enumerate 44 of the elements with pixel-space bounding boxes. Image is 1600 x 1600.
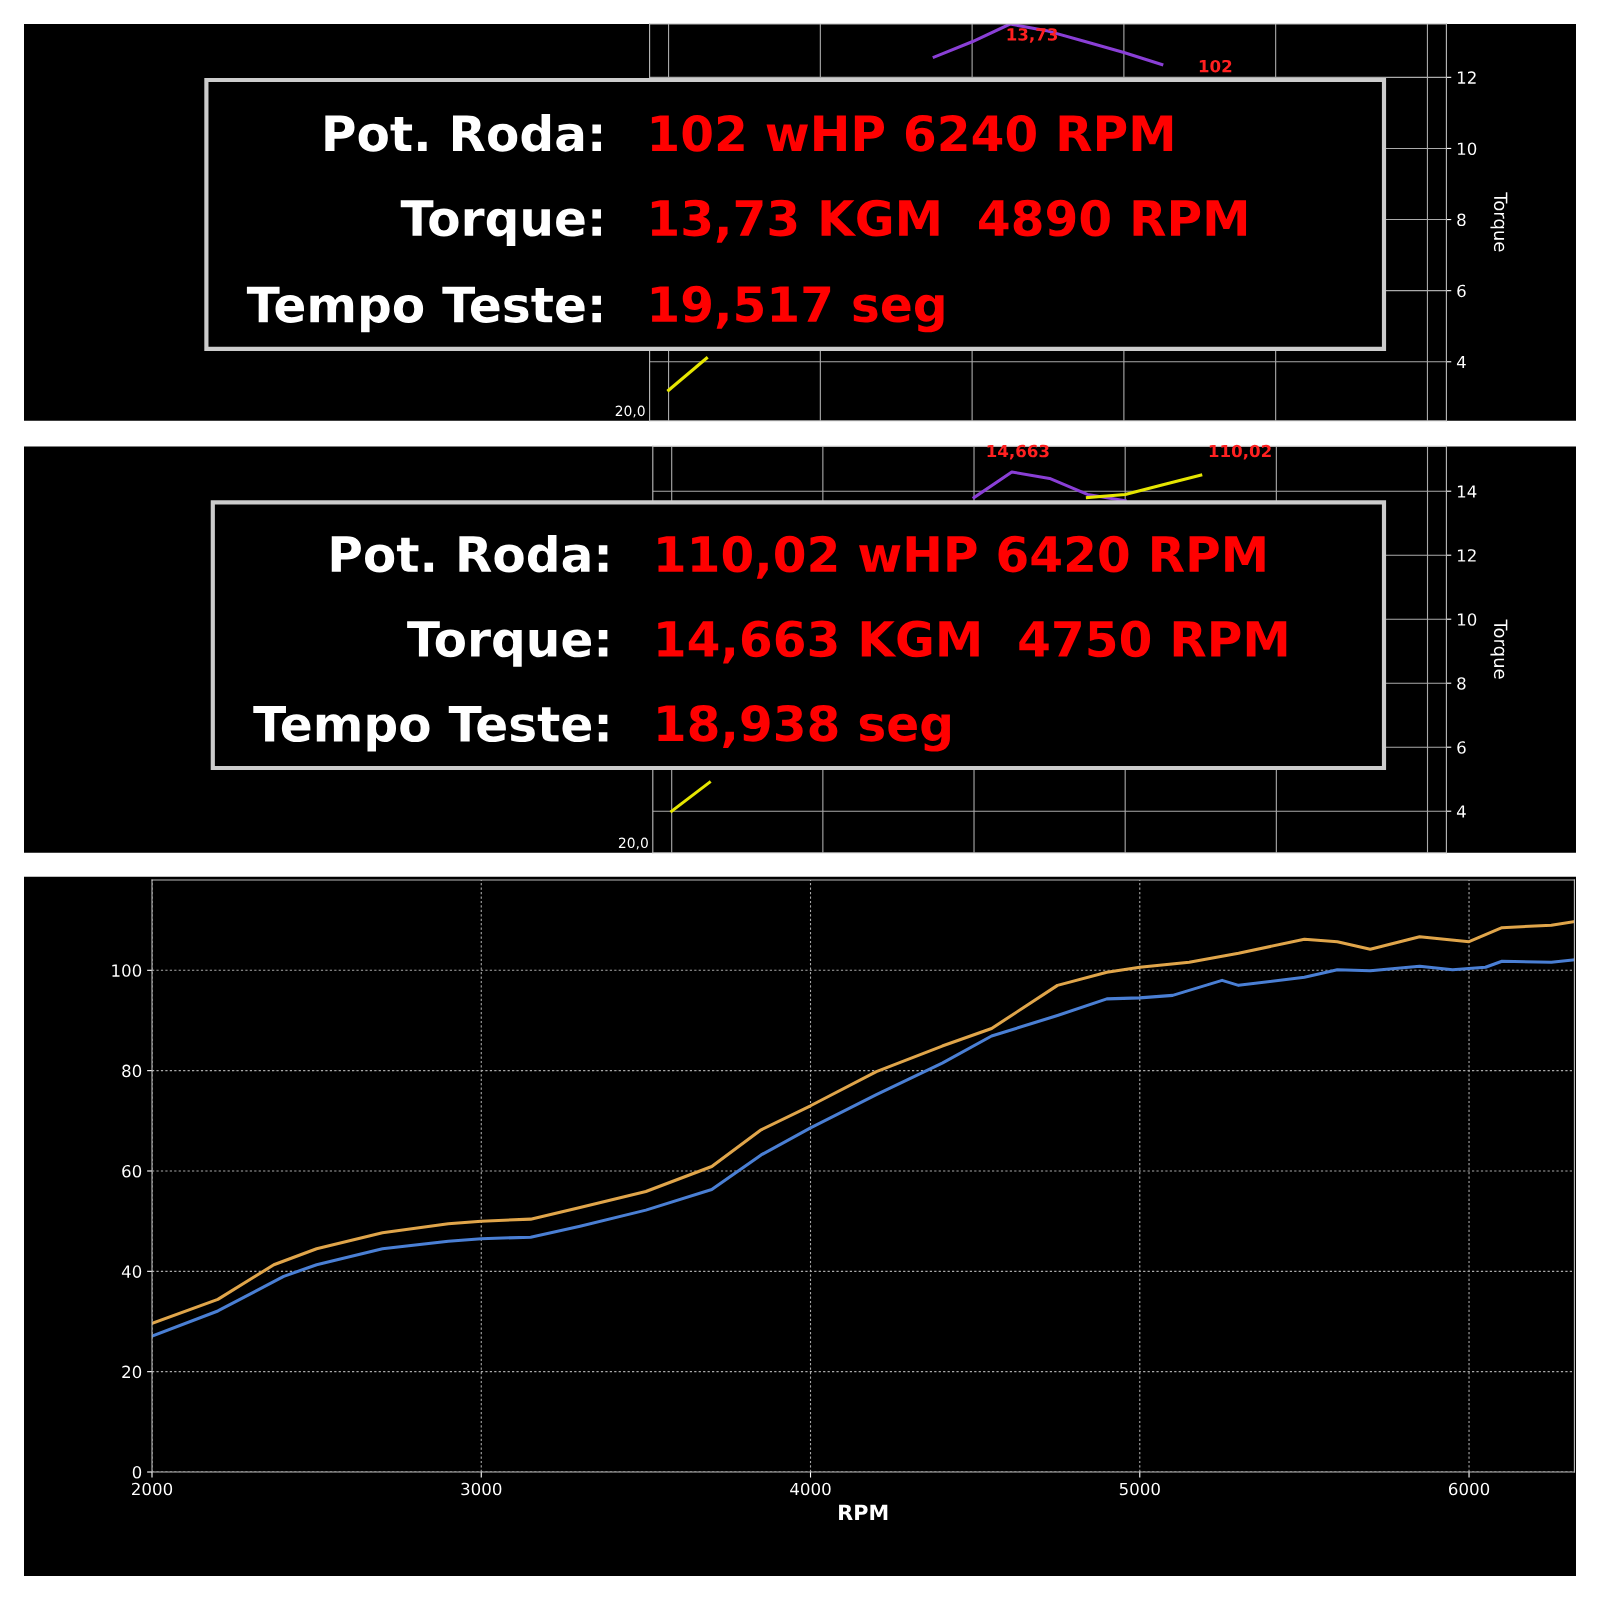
annotation: 19,517 seg (651, 285, 944, 333)
text: 20,0 (615, 405, 645, 418)
text: Torque: (407, 621, 608, 667)
text: Tempo Teste: (253, 705, 608, 752)
y-axis-title: Torque (1490, 192, 1508, 252)
annotation: 18,938 seg (658, 704, 950, 752)
x-tick-label: 2000 (132, 1482, 173, 1496)
x-axis-title: RPM (839, 1504, 888, 1520)
y-tick-label: 8 (1457, 213, 1466, 227)
y-tick-label: 0 (132, 1465, 142, 1479)
annotation: 13,73 (1007, 28, 1058, 43)
y-tick-label: 12 (1457, 549, 1476, 562)
y-axis-title: Torque (1490, 619, 1508, 679)
annotation: 102 (1199, 59, 1232, 73)
y-tick-label: 12 (1457, 71, 1476, 84)
y-tick-label: 8 (1457, 677, 1466, 690)
text: Pot. Roda: (325, 114, 601, 152)
y-tick-label: 40 (121, 1265, 142, 1278)
x-tick-label: 3000 (461, 1482, 502, 1496)
y-tick-label: 100 (112, 964, 142, 977)
text: Pot. Roda: (331, 534, 608, 573)
text: 20,0 (618, 837, 648, 850)
annotation: 110,02 (1209, 444, 1271, 460)
y-tick-label: 10 (1457, 142, 1477, 156)
x-tick-label: 4000 (790, 1482, 831, 1496)
y-tick-label: 4 (1456, 355, 1466, 369)
annotation: 110,02 wHP 6420 RPM (658, 535, 1265, 579)
y-tick-label: 14 (1457, 485, 1477, 498)
x-tick-label: 5000 (1119, 1482, 1160, 1496)
y-tick-label: 6 (1457, 741, 1466, 754)
y-tick-label: 4 (1456, 805, 1466, 818)
y-tick-label: 10 (1457, 613, 1477, 626)
text: Tempo Teste: (246, 286, 601, 333)
annotation: 14,663 KGM 4750 RPM (658, 620, 1287, 664)
y-tick-label: 60 (122, 1164, 142, 1178)
annotation: 13,73 KGM 4890 RPM (651, 199, 1247, 243)
y-tick-label: 6 (1457, 284, 1466, 298)
annotation: 14,663 (987, 444, 1049, 460)
line-series (932, 24, 1164, 67)
y-tick-label: 20 (122, 1365, 142, 1379)
x-tick-label: 6000 (1448, 1482, 1490, 1496)
annotation: 102 wHP 6240 RPM (651, 114, 1173, 152)
text: Torque: (400, 200, 601, 246)
y-tick-label: 80 (122, 1064, 142, 1078)
